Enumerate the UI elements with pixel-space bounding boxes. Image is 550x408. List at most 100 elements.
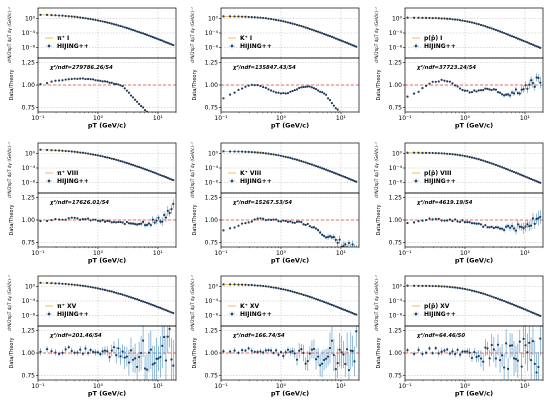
spectrum-point bbox=[151, 170, 154, 174]
spectrum-point bbox=[451, 153, 454, 156]
ratio-point bbox=[123, 356, 126, 359]
spectrum-point bbox=[453, 286, 457, 289]
ratio-point bbox=[503, 228, 506, 232]
spectrum-point bbox=[533, 312, 536, 315]
spectrum-point bbox=[434, 152, 437, 155]
top-ytick-label: 10⁻⁸ bbox=[22, 312, 36, 319]
spectrum-point bbox=[321, 32, 324, 35]
spectrum-point bbox=[324, 33, 328, 36]
ratio-y-axis-label: Data/Theory bbox=[376, 204, 382, 235]
spectrum-point bbox=[67, 283, 70, 286]
ratio-point bbox=[503, 94, 506, 97]
ratio-point bbox=[147, 351, 151, 354]
spectrum-point bbox=[240, 150, 244, 153]
ratio-point bbox=[269, 89, 273, 92]
ratio-point bbox=[336, 241, 339, 244]
spectrum-point bbox=[524, 175, 527, 178]
spectrum-point bbox=[228, 150, 232, 153]
spectrum-point bbox=[127, 27, 131, 30]
spectrum-point bbox=[101, 20, 104, 23]
ratio-point bbox=[324, 357, 328, 360]
spectrum-point bbox=[319, 166, 322, 169]
ratio-point bbox=[508, 226, 512, 229]
spectrum-point bbox=[345, 309, 349, 313]
ratio-point bbox=[518, 340, 521, 343]
spectrum-point bbox=[347, 42, 351, 45]
ratio-point bbox=[110, 221, 113, 224]
legend-label-model: HIJING++ bbox=[240, 178, 272, 185]
ratio-ytick-label: 0.75 bbox=[389, 105, 403, 112]
ratio-point bbox=[145, 223, 149, 227]
spectrum-point bbox=[437, 285, 440, 288]
spectrum-point bbox=[314, 164, 318, 168]
ratio-point bbox=[76, 217, 79, 220]
spectrum-point bbox=[250, 150, 253, 154]
spectrum-point bbox=[115, 291, 118, 294]
ratio-point bbox=[470, 91, 474, 94]
ratio-point bbox=[240, 87, 244, 90]
ratio-point bbox=[508, 94, 512, 97]
spectrum-point bbox=[484, 160, 487, 163]
ratio-point bbox=[170, 208, 173, 211]
ratio-point bbox=[500, 354, 504, 357]
spectrum-point bbox=[110, 157, 113, 160]
ratio-point bbox=[64, 218, 67, 221]
spectrum-point bbox=[310, 163, 314, 166]
ratio-point bbox=[237, 88, 240, 91]
ratio-point bbox=[272, 351, 275, 355]
ratio-point bbox=[434, 347, 437, 350]
ratio-point bbox=[81, 77, 84, 80]
ratio-point bbox=[298, 220, 301, 223]
spectrum-point bbox=[136, 30, 139, 33]
legend-label-model: HIJING++ bbox=[424, 178, 456, 185]
spectrum-point bbox=[138, 30, 141, 34]
spectrum-point bbox=[237, 15, 240, 18]
spectrum-point bbox=[475, 157, 478, 160]
ratio-point bbox=[284, 351, 287, 354]
spectrum-point bbox=[522, 174, 525, 177]
top-ytick-label: 10⁰ bbox=[392, 16, 403, 23]
ratio-point bbox=[267, 349, 270, 352]
ratio-point bbox=[253, 84, 256, 87]
spectrum-point bbox=[334, 37, 337, 40]
ratio-point bbox=[484, 346, 487, 349]
spectrum-point bbox=[344, 176, 347, 179]
ratio-point bbox=[522, 337, 525, 340]
ratio-point bbox=[247, 84, 250, 87]
ratio-point bbox=[159, 355, 162, 359]
spectrum-point bbox=[64, 282, 67, 286]
ratio-point bbox=[39, 219, 42, 223]
ratio-point bbox=[279, 350, 283, 354]
ratio-point bbox=[140, 351, 143, 355]
ratio-point bbox=[164, 216, 168, 219]
ratio-point bbox=[267, 218, 270, 221]
spectrum-point bbox=[123, 26, 126, 29]
spectrum-point bbox=[494, 163, 498, 167]
ratio-point bbox=[289, 350, 292, 354]
spectrum-point bbox=[240, 283, 244, 286]
ratio-point bbox=[473, 89, 476, 92]
ratio-point bbox=[330, 339, 334, 342]
spectrum-point bbox=[110, 22, 113, 25]
ratio-ytick-label: 0.75 bbox=[389, 373, 403, 380]
ratio-point bbox=[482, 360, 485, 363]
spectrum-point bbox=[256, 284, 259, 287]
ratio-point bbox=[338, 238, 341, 241]
spectrum-point bbox=[250, 16, 253, 19]
chi2-annotation: χ²/ndf=4619.19/54 bbox=[416, 199, 473, 206]
ratio-point bbox=[123, 222, 126, 226]
ratio-point bbox=[458, 220, 462, 224]
ratio-point bbox=[510, 91, 514, 94]
spectrum-point bbox=[159, 38, 162, 42]
ratio-point bbox=[347, 369, 351, 372]
spectrum-point bbox=[522, 39, 525, 43]
spectrum-point bbox=[149, 303, 152, 306]
spectrum-point bbox=[488, 26, 491, 29]
ratio-point bbox=[284, 219, 287, 223]
ratio-point bbox=[512, 227, 516, 230]
ratio-point bbox=[161, 344, 164, 347]
spectrum-point bbox=[330, 303, 334, 306]
spectrum-point bbox=[250, 283, 253, 287]
spectrum-point bbox=[153, 171, 156, 174]
spectrum-point bbox=[461, 287, 464, 290]
